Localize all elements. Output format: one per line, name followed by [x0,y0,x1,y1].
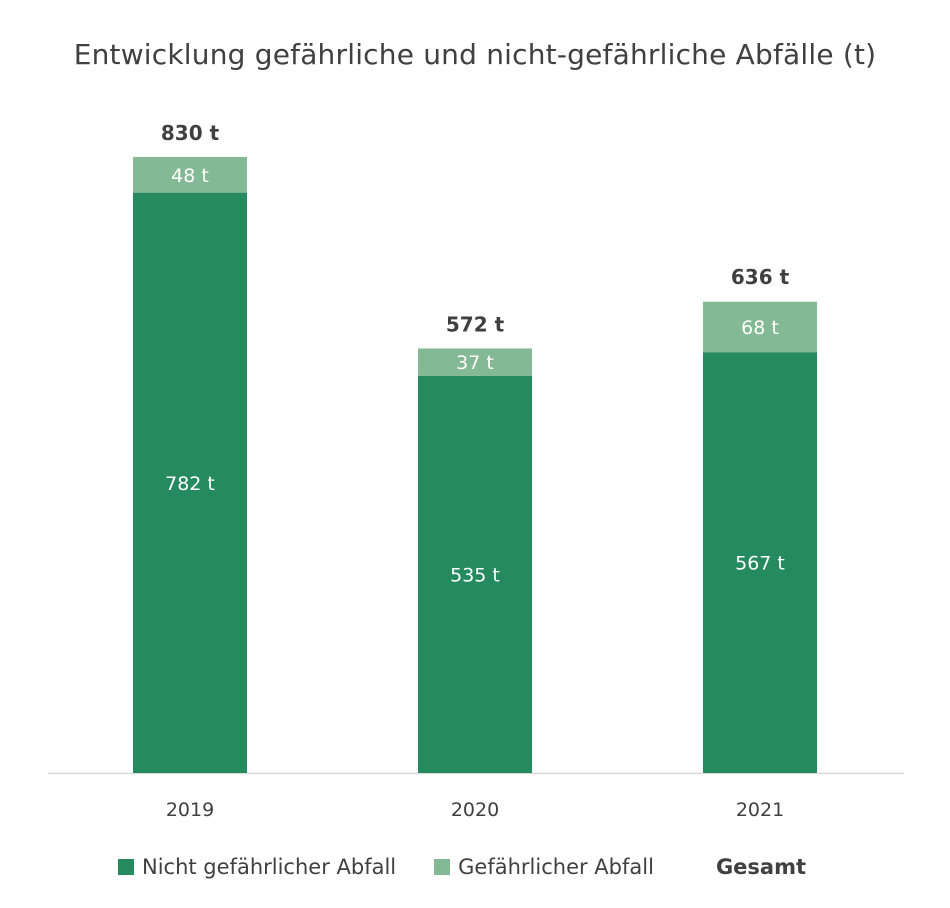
legend-item-non-hazardous: Nicht gefährlicher Abfall [118,855,396,879]
bar-hazardous-2019 [133,157,247,193]
data-label-hazardous-2019: 48 t [171,165,209,187]
legend-item-hazardous: Gefährlicher Abfall [434,855,654,879]
x-tick-label-2020: 2020 [451,799,499,821]
chart-title: Entwicklung gefährliche und nicht-gefähr… [73,38,877,71]
legend-label-hazardous: Gefährlicher Abfall [458,855,654,879]
legend-swatch-non-hazardous [118,859,134,875]
data-label-hazardous-2020: 37 t [456,352,494,374]
legend-label-non-hazardous: Nicht gefährlicher Abfall [142,855,397,879]
x-tick-label-2021: 2021 [736,799,784,821]
bar-hazardous-2020 [418,348,532,376]
legend: Nicht gefährlicher Abfall Gefährlicher A… [118,855,806,879]
bar-non-hazardous-2020 [418,375,532,773]
x-tick-label-2019: 2019 [166,799,214,821]
data-label-hazardous-2021: 68 t [741,317,779,339]
bar-hazardous-2021 [703,301,817,353]
data-label-non-hazardous-2019: 782 t [165,473,215,495]
bar-non-hazardous-2019 [133,192,247,774]
data-label-non-hazardous-2021: 567 t [735,553,785,575]
legend-label-total: Gesamt [715,855,807,879]
total-label-2021: 636 t [731,265,790,289]
legend-swatch-hazardous [434,859,451,875]
total-label-2020: 572 t [446,312,505,336]
bar-non-hazardous-2021 [703,352,817,773]
data-label-non-hazardous-2020: 535 t [450,564,500,586]
total-label-2019: 830 t [161,121,220,145]
